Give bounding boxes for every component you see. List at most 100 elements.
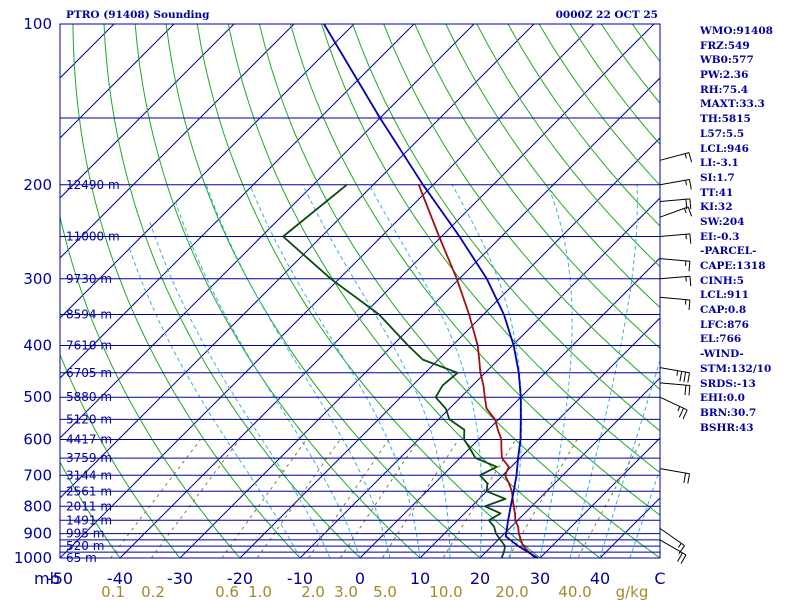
index-row: LCL:911 <box>700 289 749 302</box>
index-row: WB0:577 <box>700 54 754 67</box>
dry-adiabat-line <box>60 353 181 558</box>
temperature-tick-label: 40 <box>590 569 610 588</box>
mixing-ratio-tick-label: 3.0 <box>334 583 358 600</box>
index-row: RH:75.4 <box>700 83 749 96</box>
moist-adiabat-line <box>174 201 361 558</box>
sounding-time: 0000Z 22 OCT 25 <box>555 9 658 21</box>
wind-barb-flag <box>679 371 683 382</box>
pressure-tick-label: 500 <box>23 388 52 406</box>
temperature-tick-label: -40 <box>107 569 133 588</box>
mixing-ratio-tick-label: 20.0 <box>495 583 528 600</box>
height-label: 11000 m <box>66 230 120 244</box>
wind-barb-shaft <box>659 367 690 374</box>
wind-barb-flag <box>684 153 687 159</box>
isotherm-line <box>239 137 660 558</box>
index-row: -PARCEL- <box>700 245 757 258</box>
height-label: 2561 m <box>66 484 112 498</box>
height-label: 995 m <box>66 527 104 541</box>
mixing-ratio-line <box>109 439 202 558</box>
pressure-tick-label: 400 <box>23 337 52 355</box>
wind-barb-shaft <box>659 468 690 475</box>
pressure-tick-label: 900 <box>23 525 52 543</box>
height-label: 2011 m <box>66 499 112 513</box>
dry-adiabat-line <box>445 24 660 309</box>
wind-barb <box>659 382 691 396</box>
height-label: 65 m <box>66 551 97 565</box>
moist-adiabat-line <box>539 184 573 558</box>
moist-adiabat-line <box>599 358 660 558</box>
index-row: EHI:0.0 <box>700 392 745 405</box>
dry-adiabat-line <box>476 24 660 268</box>
index-row: L57:5.5 <box>700 127 745 140</box>
wind-barb-flag <box>678 407 685 418</box>
height-label: 7610 m <box>66 339 112 353</box>
mixing-ratio-tick-label: 0.1 <box>101 583 125 600</box>
wind-barb-shaft <box>659 539 687 556</box>
wind-barb <box>659 206 693 218</box>
index-row: SRDS:-13 <box>700 377 756 390</box>
index-row: -WIND- <box>700 348 744 361</box>
wind-barb-shaft <box>659 233 690 237</box>
wind-barb-flag <box>689 179 692 190</box>
parcel-line <box>323 24 539 558</box>
mixing-ratio-line <box>507 439 578 558</box>
wind-barb-shaft <box>659 198 690 202</box>
wind-barb-flag <box>683 473 687 483</box>
dry-adiabat-line <box>227 24 601 558</box>
wind-barb <box>659 539 687 564</box>
height-label: 12490 m <box>66 178 120 192</box>
dry-adiabat-line <box>414 24 660 349</box>
wind-barb-flag <box>676 370 679 376</box>
mixing-ratio-tick-label: 5.0 <box>373 583 397 600</box>
wind-barb-flag <box>678 545 686 555</box>
isotherm-line <box>479 377 660 558</box>
index-row: CINH:5 <box>700 274 744 287</box>
mixing-ratio-tick-label: 10.0 <box>429 583 462 600</box>
dry-adiabat-line <box>60 557 61 558</box>
isotherm-line <box>359 257 660 558</box>
height-label: 6705 m <box>66 366 112 380</box>
temperature-tick-label: -20 <box>227 569 253 588</box>
wind-barb-flag <box>683 208 687 214</box>
index-row: LFC:876 <box>700 318 749 331</box>
wind-barb-flag <box>687 372 690 383</box>
temperature-tick-label: -30 <box>167 569 193 588</box>
mixing-ratio-tick-label: 40.0 <box>558 583 591 600</box>
mixing-ratio-tick-label: 0.2 <box>141 583 165 600</box>
moist-adiabat-line <box>128 245 301 558</box>
wind-barb-shaft <box>659 152 690 161</box>
wind-barb-flag <box>682 409 688 420</box>
isotherm-line <box>419 317 660 558</box>
pressure-tick-label: 100 <box>23 15 52 33</box>
isotherm-line <box>60 24 235 199</box>
dry-adiabat-line <box>383 24 660 391</box>
wind-barb <box>659 179 692 190</box>
isotherm-line <box>60 24 175 139</box>
wind-barb-flag <box>677 543 682 548</box>
pressure-tick-label: 700 <box>23 466 52 484</box>
moist-adiabat-line <box>249 184 421 558</box>
index-row: FRZ:549 <box>700 39 750 52</box>
wind-barb-flag <box>689 233 692 244</box>
wind-barb-flag <box>683 372 687 383</box>
index-row: LCL:946 <box>700 142 749 155</box>
height-label: 520 m <box>66 539 104 553</box>
index-row: BSHR:43 <box>700 421 754 434</box>
wind-barb <box>659 396 688 420</box>
index-row: TT:41 <box>700 186 734 199</box>
pressure-unit-label: mb <box>34 569 60 588</box>
height-label: 4417 m <box>66 433 112 447</box>
index-row: CAPE:1318 <box>700 260 766 272</box>
temperature-tick-label: 30 <box>530 569 550 588</box>
moist-adiabat-line <box>569 184 638 558</box>
dry-adiabat-line <box>60 460 121 558</box>
pressure-tick-label: 300 <box>23 270 52 288</box>
index-row: EL:766 <box>700 333 742 346</box>
height-label: 8594 m <box>66 308 112 322</box>
dry-adiabat-line <box>165 24 481 558</box>
mixing-ratio-tick-label: 0.6 <box>215 583 239 600</box>
index-row: SW:204 <box>700 215 745 228</box>
height-label: 5880 m <box>66 390 112 404</box>
index-row: EI:-0.3 <box>700 230 740 243</box>
index-row: WMO:91408 <box>700 25 773 37</box>
